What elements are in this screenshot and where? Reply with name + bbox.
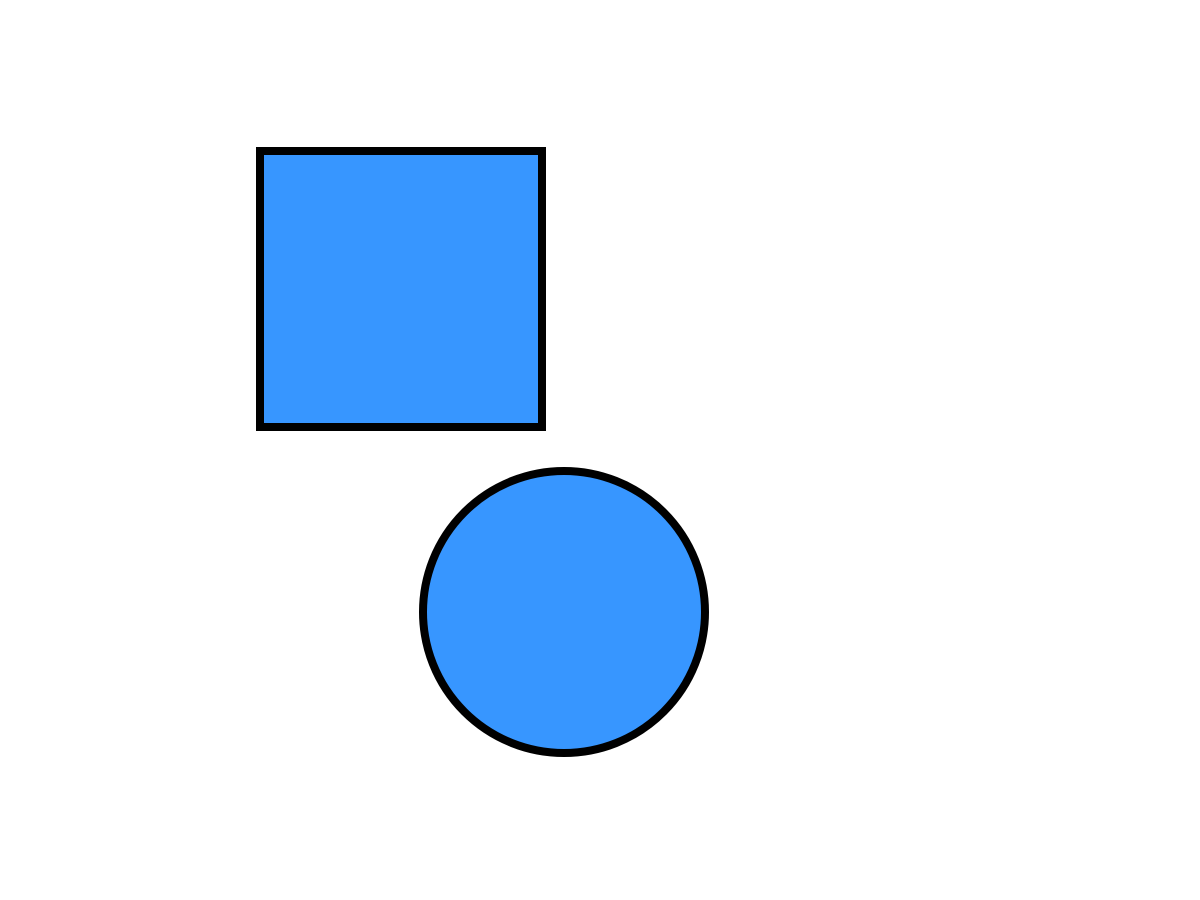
blue-square-shape[interactable] — [256, 147, 546, 431]
blue-circle-shape[interactable] — [419, 467, 709, 757]
